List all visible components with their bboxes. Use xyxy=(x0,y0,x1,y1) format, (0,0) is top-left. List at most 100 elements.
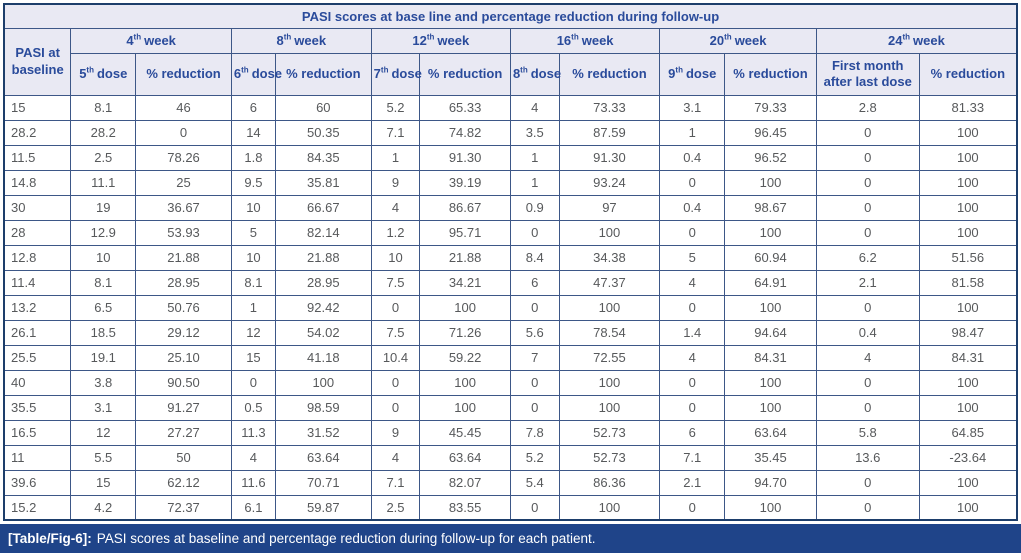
week-header-24: 24th week xyxy=(815,27,1018,54)
data-cell: 1.8 xyxy=(230,144,276,171)
data-cell: 8.1 xyxy=(70,94,137,121)
baseline-value-cell: 28.2 xyxy=(3,119,72,146)
data-cell: 3.1 xyxy=(70,394,137,421)
data-cell: 91.27 xyxy=(135,394,232,421)
data-cell: 7.5 xyxy=(370,319,421,346)
data-cell: 1 xyxy=(509,144,560,171)
data-cell: 46 xyxy=(135,94,232,121)
data-cell: 98.47 xyxy=(918,319,1018,346)
data-cell: 0 xyxy=(370,394,421,421)
data-cell: 7.5 xyxy=(370,269,421,296)
data-cell: 82.07 xyxy=(419,469,511,496)
dose-num: 7 xyxy=(373,65,381,81)
data-cell: 50.76 xyxy=(135,294,232,321)
data-cell: 21.88 xyxy=(419,244,511,271)
table-row: 11 5.5 50 4 63.64 4 63.64 5.2 52.73 7.1 35.45 13.6-… xyxy=(3,444,1018,471)
data-cell: 74.82 xyxy=(419,119,511,146)
data-cell: 1 xyxy=(659,119,726,146)
data-cell: 0 xyxy=(370,294,421,321)
data-cell: 5.4 xyxy=(509,469,560,496)
data-cell: 6 xyxy=(230,94,276,121)
data-cell: 0 xyxy=(509,294,560,321)
data-cell: 6 xyxy=(659,419,726,446)
data-cell: 4 xyxy=(815,344,920,371)
data-cell: 100 xyxy=(558,294,661,321)
data-cell: 100 xyxy=(918,219,1018,246)
data-cell: 100 xyxy=(558,494,661,521)
data-cell: 70.71 xyxy=(274,469,372,496)
data-cell: 52.73 xyxy=(558,444,661,471)
title-row: PASI scores at base line and percentage … xyxy=(3,3,1018,29)
ordinal-sup: th xyxy=(902,32,911,42)
week-header-row: PASI at baseline 4th week 8th week 12th wee… xyxy=(3,27,1018,96)
data-cell: 10 xyxy=(230,244,276,271)
data-cell: 87.59 xyxy=(558,119,661,146)
data-cell: 0 xyxy=(815,369,920,396)
table-row: 15.2 4.2 72.37 6.1 59.87 2.5 83.55 0 100 0 100 0 100 xyxy=(3,494,1018,521)
data-cell: 2.1 xyxy=(815,269,920,296)
data-cell: 64.91 xyxy=(724,269,817,296)
baseline-value-cell: 12.8 xyxy=(3,244,72,271)
baseline-value-cell: 39.6 xyxy=(3,469,72,496)
table-row: 25.5 19.1 25.10 15 41.18 10.4 59.22 7 72.55 4 84.3… xyxy=(3,344,1018,371)
data-cell: 100 xyxy=(558,219,661,246)
data-cell: 64.85 xyxy=(918,419,1018,446)
pasi-table: PASI scores at base line and percentage … xyxy=(3,3,1018,521)
data-cell: 0 xyxy=(509,219,560,246)
data-cell: 2.8 xyxy=(815,94,920,121)
caption-bar: [Table/Fig-6]: PASI scores at baseline an… xyxy=(0,524,1021,553)
data-cell: 0 xyxy=(815,119,920,146)
dose-header-6: 6th dose xyxy=(230,52,282,96)
data-cell: 71.26 xyxy=(419,319,511,346)
caption-text: PASI scores at baseline and percentage r… xyxy=(96,531,596,546)
data-cell: 100 xyxy=(419,394,511,421)
data-cell: 31.52 xyxy=(274,419,372,446)
data-cell: 54.02 xyxy=(274,319,372,346)
data-cell: 91.30 xyxy=(419,144,511,171)
data-cell: 0 xyxy=(815,219,920,246)
dose-num: 9 xyxy=(668,65,676,81)
pct-reduction-header: % reduction xyxy=(558,52,661,96)
data-cell: 8.1 xyxy=(70,269,137,296)
data-cell: 100 xyxy=(558,394,661,421)
data-cell: 18.5 xyxy=(70,319,137,346)
caption-tag: [Table/Fig-6]: xyxy=(8,531,92,546)
pct-reduction-header: % reduction xyxy=(135,52,232,96)
data-cell: 4 xyxy=(370,444,421,471)
data-cell: 27.27 xyxy=(135,419,232,446)
data-cell: 10.4 xyxy=(370,344,421,371)
data-cell: 97 xyxy=(558,194,661,221)
data-cell: 13.6 xyxy=(815,444,920,471)
data-cell: 4 xyxy=(659,269,726,296)
dose-word: dose xyxy=(391,65,422,81)
data-cell: 66.67 xyxy=(274,194,372,221)
data-cell: 11.3 xyxy=(230,419,276,446)
data-cell: 100 xyxy=(274,369,372,396)
data-cell: 63.64 xyxy=(274,444,372,471)
data-cell: 96.45 xyxy=(724,119,817,146)
data-cell: 5 xyxy=(659,244,726,271)
ordinal-sup: th xyxy=(283,32,292,42)
table-row: 11.5 2.5 78.26 1.8 84.35 1 91.30 1 91.30 0.4 96.52… xyxy=(3,144,1018,171)
data-cell: 5.5 xyxy=(70,444,137,471)
week-header-8: 8th week xyxy=(230,27,372,54)
data-cell: 98.59 xyxy=(274,394,372,421)
data-cell: 25.10 xyxy=(135,344,232,371)
week-num: 20 xyxy=(709,33,725,48)
data-cell: 11.1 xyxy=(70,169,137,196)
data-cell: 7.1 xyxy=(370,469,421,496)
data-cell: 21.88 xyxy=(274,244,372,271)
data-cell: 0.4 xyxy=(815,319,920,346)
data-cell: 25 xyxy=(135,169,232,196)
ordinal-sup: th xyxy=(675,65,683,75)
data-cell: 0.4 xyxy=(659,144,726,171)
data-cell: 100 xyxy=(724,294,817,321)
data-cell: 0 xyxy=(135,119,232,146)
baseline-value-cell: 30 xyxy=(3,194,72,221)
data-cell: 0 xyxy=(815,469,920,496)
data-cell: 72.55 xyxy=(558,344,661,371)
data-cell: 82.14 xyxy=(274,219,372,246)
data-cell: 50 xyxy=(135,444,232,471)
data-cell: 10 xyxy=(230,194,276,221)
data-cell: 84.31 xyxy=(724,344,817,371)
